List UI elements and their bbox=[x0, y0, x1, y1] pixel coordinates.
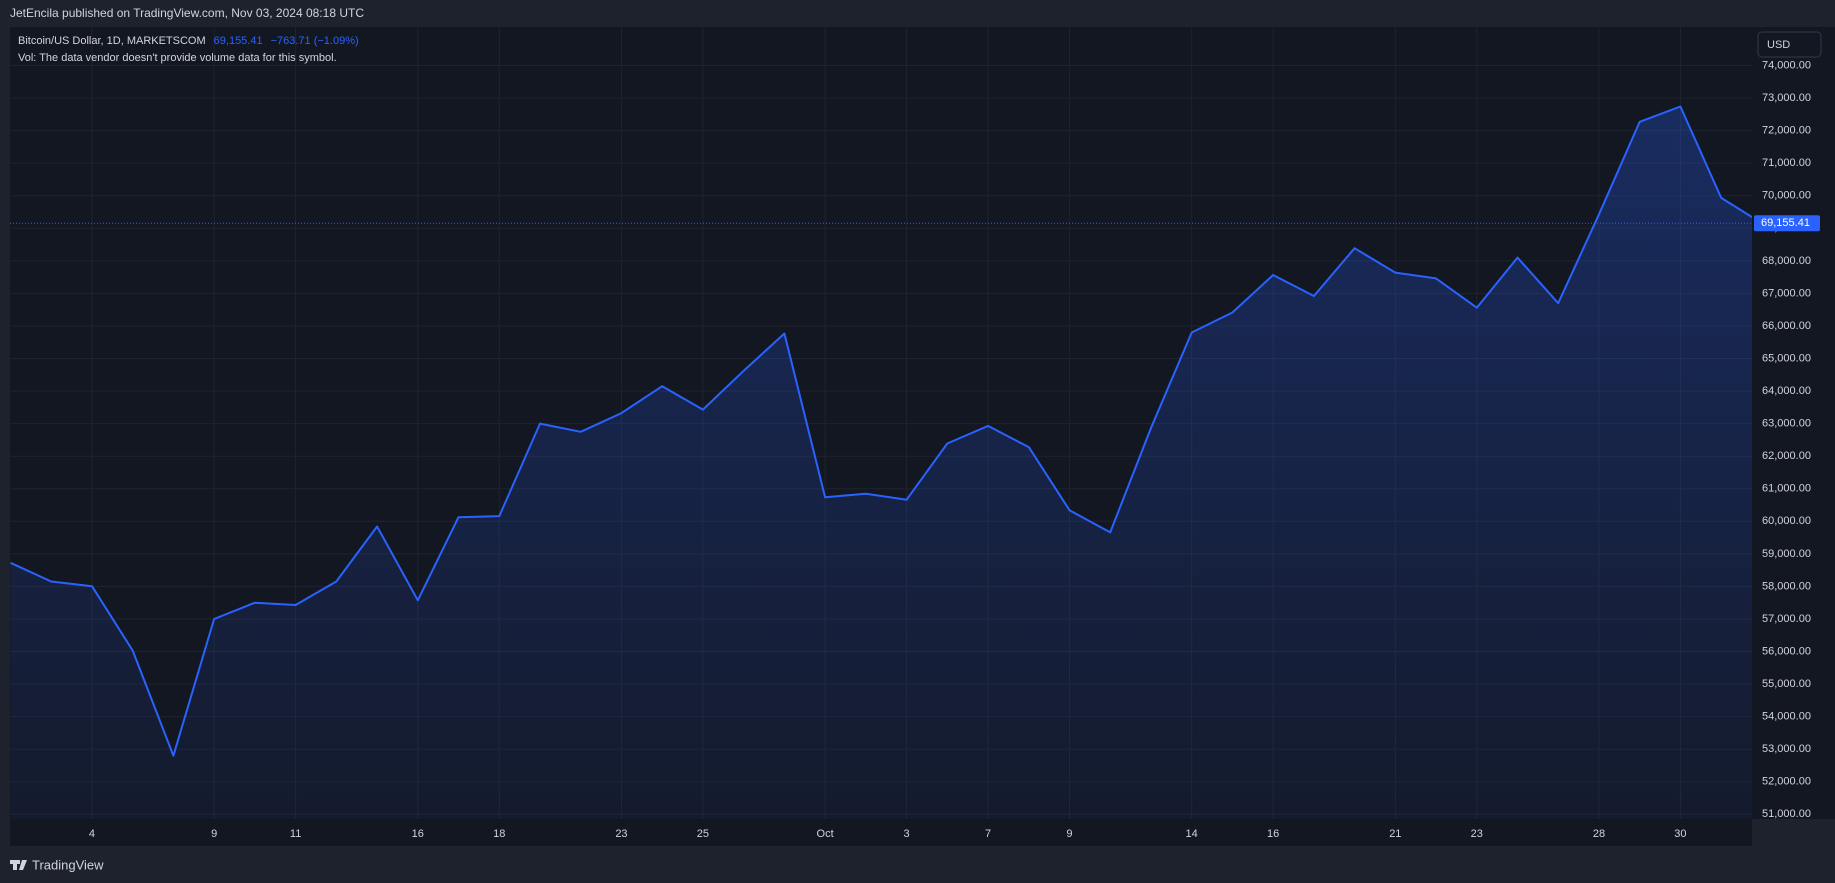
y-tick-label: 63,000.00 bbox=[1762, 418, 1811, 430]
x-tick-label: 16 bbox=[1267, 828, 1279, 840]
x-tick-label: 23 bbox=[1471, 828, 1483, 840]
y-tick-label: 65,000.00 bbox=[1762, 352, 1811, 364]
price-change: −763.71 (−1.09%) bbox=[271, 35, 359, 47]
y-tick-label: 60,000.00 bbox=[1762, 515, 1811, 527]
y-tick-label: 72,000.00 bbox=[1762, 125, 1811, 137]
labels: 51,000.00 52,000.00 53,000.00 54,000.00 55,0… bbox=[89, 59, 1820, 840]
y-tick-label: 54,000.00 bbox=[1762, 711, 1811, 723]
y-tick-label: 66,000.00 bbox=[1762, 320, 1811, 332]
y-tick-label: 73,000.00 bbox=[1762, 92, 1811, 104]
x-tick-label: 23 bbox=[615, 828, 627, 840]
y-tick-label: 68,000.00 bbox=[1762, 255, 1811, 267]
x-tick-label: 25 bbox=[697, 828, 709, 840]
y-tick-label: 64,000.00 bbox=[1762, 385, 1811, 397]
x-tick-label: 3 bbox=[903, 828, 909, 840]
last-price-label: 69,155.41 bbox=[1761, 217, 1810, 229]
area-fill bbox=[10, 106, 1752, 819]
brand-logo bbox=[10, 860, 27, 870]
series bbox=[10, 105, 1752, 819]
y-tick-label: 70,000.00 bbox=[1762, 190, 1811, 202]
x-tick-label: 28 bbox=[1593, 828, 1605, 840]
time-axis bbox=[10, 819, 1752, 846]
x-tick-label: 11 bbox=[290, 828, 301, 840]
volume-note: Vol: The data vendor doesn't provide vol… bbox=[18, 52, 337, 64]
brand[interactable]: TradingView bbox=[32, 857, 104, 872]
y-tick-label: 52,000.00 bbox=[1762, 776, 1811, 788]
currency[interactable]: USD bbox=[1767, 39, 1790, 51]
line bbox=[10, 105, 1752, 757]
y-tick-label: 67,000.00 bbox=[1762, 287, 1811, 299]
x-tick-label: 21 bbox=[1389, 828, 1401, 840]
y-tick-label: 53,000.00 bbox=[1762, 743, 1811, 755]
last-price: 69,155.41 bbox=[214, 35, 263, 47]
y-tick-label: 74,000.00 bbox=[1762, 59, 1811, 71]
currency-button[interactable] bbox=[1757, 31, 1822, 58]
y-tick-label: 58,000.00 bbox=[1762, 580, 1811, 592]
price-axis bbox=[1752, 27, 1835, 819]
y-tick-label: 51,000.00 bbox=[1762, 808, 1811, 820]
x-tick-label: 4 bbox=[89, 828, 95, 840]
y-tick-label: 55,000.00 bbox=[1762, 678, 1811, 690]
published-note: JetEncila published on TradingView.com, … bbox=[10, 6, 364, 20]
x-tick-label: 9 bbox=[1066, 828, 1072, 840]
x-tick-label: 18 bbox=[493, 828, 505, 840]
symbol: Bitcoin/US Dollar, 1D, MARKETSCOM bbox=[18, 35, 206, 47]
x-tick-label: 9 bbox=[211, 828, 217, 840]
y-tick-label: 71,000.00 bbox=[1762, 157, 1811, 169]
last-price-tag bbox=[1754, 215, 1820, 232]
y-tick-label: 59,000.00 bbox=[1762, 548, 1811, 560]
y-tick-label: 61,000.00 bbox=[1762, 483, 1811, 495]
x-tick-label: 7 bbox=[985, 828, 991, 840]
y-tick-label: 62,000.00 bbox=[1762, 450, 1811, 462]
x-tick-label: 14 bbox=[1186, 828, 1198, 840]
x-tick-label: 30 bbox=[1674, 828, 1686, 840]
y-tick-label: 56,000.00 bbox=[1762, 645, 1811, 657]
y-tick-label: 57,000.00 bbox=[1762, 613, 1811, 625]
x-tick-label: 16 bbox=[412, 828, 424, 840]
x-tick-label: Oct bbox=[817, 828, 834, 840]
